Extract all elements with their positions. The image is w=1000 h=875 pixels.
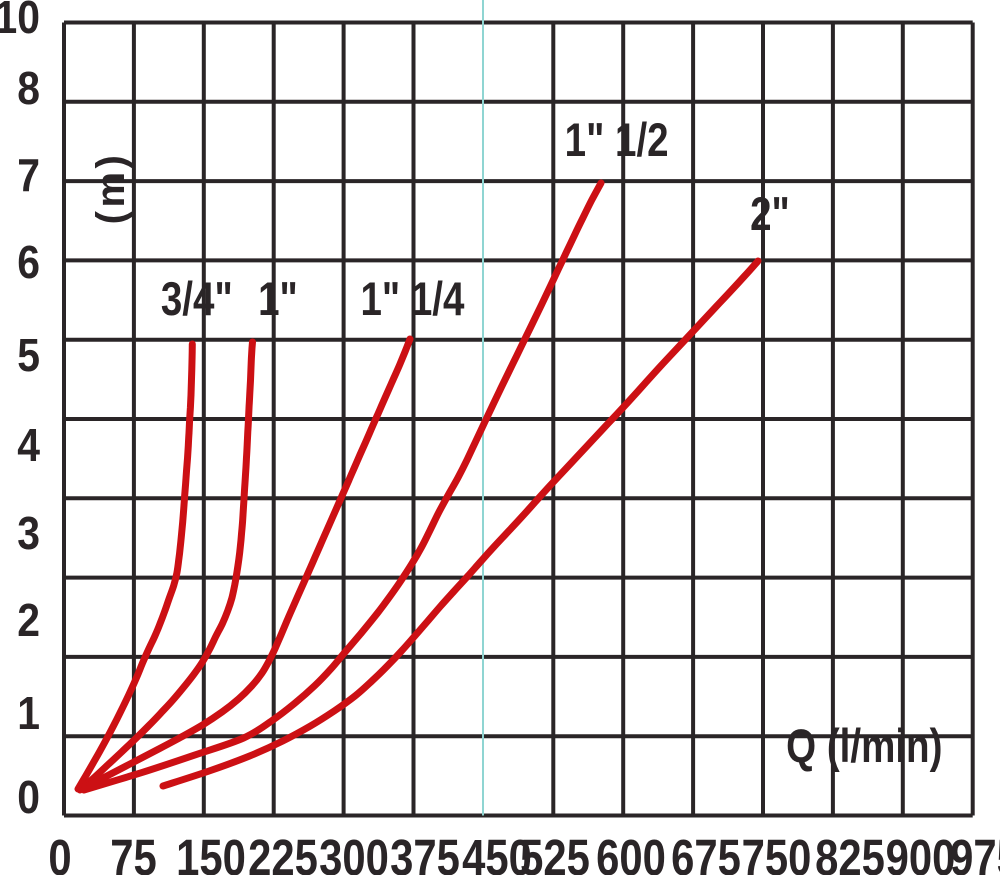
svg-text:(m): (m)	[89, 152, 133, 225]
svg-text:1": 1"	[258, 273, 298, 325]
svg-text:0: 0	[48, 829, 71, 875]
svg-text:600: 600	[596, 829, 666, 875]
svg-text:450: 450	[462, 829, 532, 875]
svg-text:1" 1/4: 1" 1/4	[360, 273, 464, 325]
svg-text:2: 2	[17, 595, 40, 647]
svg-text:0: 0	[17, 772, 40, 824]
svg-text:3: 3	[17, 508, 40, 560]
svg-text:2": 2"	[750, 188, 790, 240]
svg-text:1: 1	[17, 688, 40, 740]
svg-text:4: 4	[17, 420, 40, 472]
svg-text:10: 10	[0, 0, 40, 44]
svg-text:525: 525	[520, 829, 590, 875]
svg-text:Q (l/min): Q (l/min)	[786, 720, 942, 772]
svg-text:1" 1/2: 1" 1/2	[565, 114, 669, 166]
svg-text:825: 825	[815, 829, 885, 875]
svg-text:150: 150	[176, 829, 246, 875]
svg-text:8: 8	[17, 63, 40, 115]
svg-text:300: 300	[319, 829, 389, 875]
svg-text:3/4": 3/4"	[161, 273, 233, 325]
svg-text:675: 675	[671, 829, 741, 875]
svg-text:900: 900	[886, 829, 956, 875]
svg-text:6: 6	[17, 237, 40, 289]
svg-text:75: 75	[110, 829, 157, 875]
svg-text:5: 5	[17, 330, 40, 382]
svg-text:975: 975	[950, 829, 1000, 875]
svg-text:375: 375	[390, 829, 460, 875]
svg-text:225: 225	[248, 829, 318, 875]
svg-text:7: 7	[17, 150, 40, 202]
svg-text:750: 750	[742, 829, 812, 875]
